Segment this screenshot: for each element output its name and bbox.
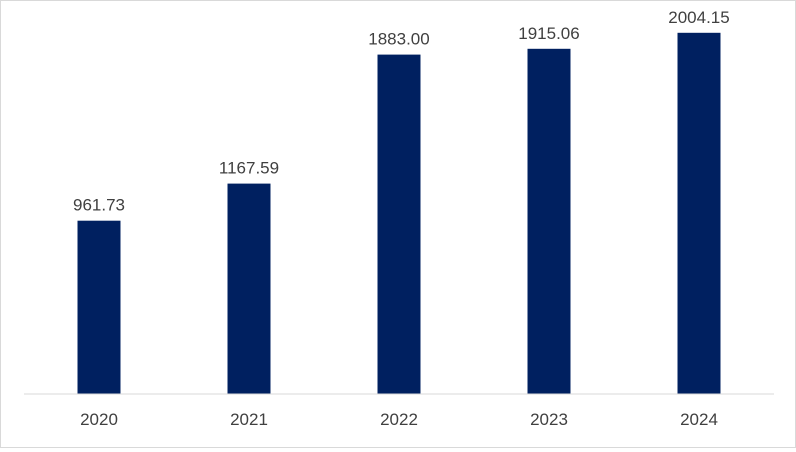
x-tick-label-2022: 2022 [380,410,418,429]
bar-2023 [527,48,571,395]
bar-2022 [377,54,421,394]
x-tick-label-2024: 2024 [680,410,718,429]
x-tick-labels-group: 2020 2021 2022 2023 2024 [80,410,718,429]
value-label-2022: 1883.00 [368,30,429,49]
value-label-2020: 961.73 [73,196,125,215]
bar-2020 [77,220,121,394]
bars-group [77,32,721,395]
value-label-2024: 2004.15 [668,8,729,27]
bar-2024 [677,32,721,395]
bar-2021 [227,183,271,394]
value-labels-group: 961.73 1167.59 1883.00 1915.06 2004.15 [73,8,730,215]
x-tick-label-2021: 2021 [230,410,268,429]
x-tick-label-2023: 2023 [530,410,568,429]
x-tick-label-2020: 2020 [80,410,118,429]
value-label-2021: 1167.59 [219,159,279,178]
value-label-2023: 1915.06 [518,24,579,43]
